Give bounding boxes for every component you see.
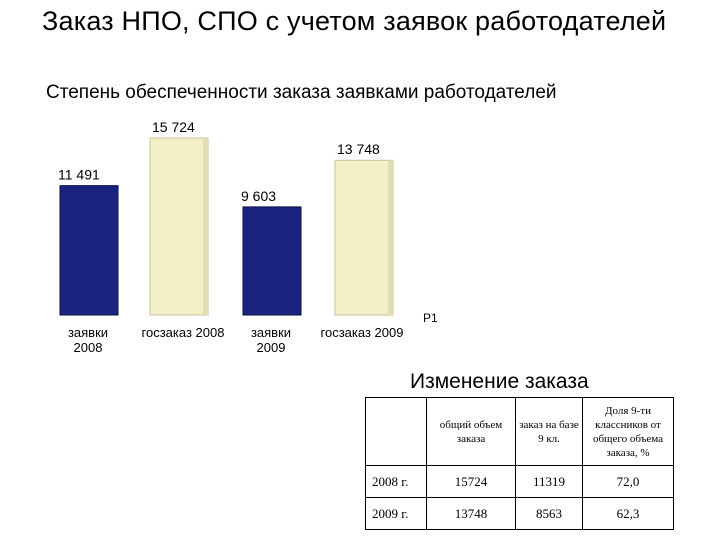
data-label: 9 603 xyxy=(241,188,276,204)
table-header-cell: заказ на базе 9 кл. xyxy=(515,397,583,466)
bar xyxy=(334,159,394,316)
table-cell: 15724 xyxy=(426,465,516,498)
bar xyxy=(242,206,302,316)
tick-label: 2008 xyxy=(74,340,103,355)
tick-label: 2009 xyxy=(257,340,286,355)
data-label: 13 748 xyxy=(337,141,380,157)
order-change-table: общий объем заказа заказ на базе 9 кл. Д… xyxy=(365,397,674,530)
tick-label: госзаказ 2008 xyxy=(142,325,225,340)
table-cell: 13748 xyxy=(426,497,516,530)
bar-shade xyxy=(203,138,208,315)
table-cell: 11319 xyxy=(515,465,583,498)
table-header-cell: Доля 9-ти классников от общего объема за… xyxy=(582,397,674,466)
table-cell: 72,0 xyxy=(582,465,674,498)
data-label: 15 724 xyxy=(152,119,195,135)
page-title: Заказ НПО, СПО с учетом заявок работодат… xyxy=(42,6,667,36)
table-cell: 62,3 xyxy=(582,497,674,530)
tick-label: заявки xyxy=(251,325,291,340)
data-label: 11 491 xyxy=(58,167,100,183)
bar-shade xyxy=(388,160,393,315)
chart-subtitle: Степень обеспеченности заказа заявками р… xyxy=(46,82,557,103)
table-header-row: общий объем заказа заказ на базе 9 кл. Д… xyxy=(365,397,674,466)
table-header-cell: общий объем заказа xyxy=(426,397,516,466)
table-header-cell xyxy=(365,397,427,466)
table-row: 2009 г. 13748 8563 62,3 xyxy=(365,497,674,530)
table-row: 2008 г. 15724 11319 72,0 xyxy=(365,465,674,498)
bar xyxy=(149,137,209,316)
tick-label: госзаказ 2009 xyxy=(321,325,404,340)
table-title: Изменение заказа xyxy=(410,370,589,393)
table-cell: 2008 г. xyxy=(365,465,427,498)
table-cell: 2009 г. xyxy=(365,497,427,530)
bar xyxy=(59,185,119,316)
legend-label: Р1 xyxy=(423,311,438,325)
tick-label: заявки xyxy=(68,325,108,340)
table-cell: 8563 xyxy=(515,497,583,530)
